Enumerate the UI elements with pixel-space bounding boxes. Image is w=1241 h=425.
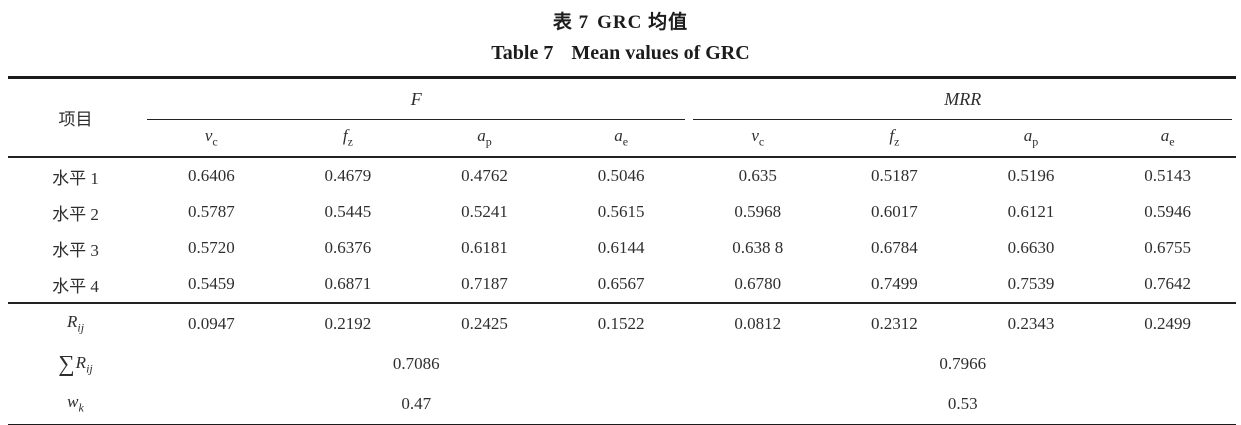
col-header-f-vc: vc	[204, 126, 218, 149]
row-label: 水平 2	[52, 204, 99, 224]
table-title-cn-text: GRC 均值	[597, 12, 689, 33]
cell-value-sum-mrr: 0.7966	[939, 354, 987, 373]
group-header-f: F	[147, 79, 686, 120]
cell-value: 0.2192	[279, 302, 417, 344]
cell-value: 0.6780	[734, 274, 782, 293]
table-title-en-number: Table 7	[491, 42, 554, 64]
cell-value: 0.5046	[597, 166, 645, 185]
cell-value: 0.7499	[870, 274, 918, 293]
col-header-f-ap: ap	[477, 126, 492, 149]
cell-value: 0.6017	[870, 202, 918, 221]
cell-value: 0.638 8	[732, 238, 784, 257]
col-header-mrr-ae: ae	[1160, 126, 1175, 149]
cell-value: 0.4679	[324, 166, 372, 185]
cell-value: 0.7187	[461, 274, 508, 293]
cell-value-wk-mrr: 0.53	[947, 394, 978, 413]
cell-value: 0.2499	[1099, 302, 1236, 344]
cell-value: 0.5196	[1007, 166, 1055, 185]
cell-value: 0.7539	[1007, 274, 1055, 293]
cell-value: 0.6121	[1007, 202, 1055, 221]
sum-icon: ∑	[58, 350, 75, 376]
col-header-mrr-ap: ap	[1023, 126, 1039, 149]
cell-value: 0.635	[738, 166, 777, 185]
cell-value: 0.2425	[416, 302, 553, 344]
cell-value: 0.2343	[962, 302, 1100, 344]
table-title-en: Table 7 Mean values of GRC	[0, 42, 1241, 65]
cell-value: 0.5968	[734, 202, 782, 221]
grc-mean-values-table: 项目 F MRR vc fz ap ae vc fz ap ae 水	[8, 76, 1236, 425]
cell-value: 0.5615	[597, 202, 645, 221]
cell-value: 0.1522	[552, 302, 690, 344]
col-header-f-ae: ae	[614, 126, 629, 149]
cell-value: 0.6755	[1144, 238, 1192, 257]
table-title-en-text: Mean values of GRC	[571, 42, 750, 64]
cell-value: 0.5143	[1144, 166, 1192, 185]
cell-value: 0.6784	[870, 238, 918, 257]
cell-value: 0.2312	[826, 302, 963, 344]
cell-value: 0.0947	[143, 302, 280, 344]
table-row-level-2: 水平 2 0.5787 0.5445 0.5241 0.5615 0.5968 …	[8, 194, 1236, 230]
cell-value: 0.6567	[597, 274, 645, 293]
col-header-mrr-fz: fz	[889, 126, 900, 149]
item-column-header: 项目	[58, 110, 93, 129]
table-row-wk: wk 0.47 0.53	[8, 384, 1236, 425]
cell-value: 0.6630	[1007, 238, 1055, 257]
cell-value: 0.5720	[187, 238, 235, 257]
col-header-mrr-vc: vc	[751, 126, 765, 149]
cell-value-wk-f: 0.47	[401, 394, 432, 413]
table-row-level-3: 水平 3 0.5720 0.6376 0.6181 0.6144 0.638 8…	[8, 230, 1236, 266]
cell-value: 0.6376	[324, 238, 372, 257]
table-row-level-1: 水平 1 0.6406 0.4679 0.4762 0.5046 0.635 0…	[8, 157, 1236, 194]
cell-value: 0.7642	[1144, 274, 1192, 293]
table-title-cn: 表 7 GRC 均值	[0, 0, 1241, 34]
row-label: 水平 4	[52, 276, 99, 296]
row-label: 水平 3	[52, 240, 99, 260]
cell-value: 0.5946	[1144, 202, 1192, 221]
cell-value: 0.5241	[461, 202, 508, 221]
cell-value: 0.6406	[187, 166, 235, 185]
table-title-cn-number: 表 7	[552, 12, 590, 33]
table-row-rij: Rij 0.0947 0.2192 0.2425 0.1522 0.0812 0…	[8, 302, 1236, 344]
cell-value: 0.6181	[461, 238, 508, 257]
col-header-f-fz: fz	[342, 126, 353, 149]
cell-value: 0.0812	[689, 302, 827, 344]
cell-value: 0.5445	[324, 202, 372, 221]
row-label-wk: wk	[67, 392, 84, 415]
row-label-rij: Rij	[8, 302, 144, 344]
row-label: 水平 1	[52, 168, 99, 188]
group-header-mrr-cell: MRR	[689, 78, 1236, 120]
cell-value-sum-f: 0.7086	[392, 354, 440, 373]
cell-value: 0.5187	[870, 166, 918, 185]
cell-value: 0.5787	[187, 202, 235, 221]
cell-value: 0.5459	[187, 274, 235, 293]
cell-value: 0.6144	[597, 238, 645, 257]
row-label-sum-rij: ∑Rij	[58, 350, 93, 376]
table-row-sum-rij: ∑Rij 0.7086 0.7966	[8, 344, 1236, 384]
group-header-mrr: MRR	[693, 79, 1232, 120]
cell-value: 0.6871	[324, 274, 372, 293]
cell-value: 0.4762	[461, 166, 508, 185]
table-row-level-4: 水平 4 0.5459 0.6871 0.7187 0.6567 0.6780 …	[8, 266, 1236, 303]
group-header-f-cell: F	[143, 78, 689, 120]
